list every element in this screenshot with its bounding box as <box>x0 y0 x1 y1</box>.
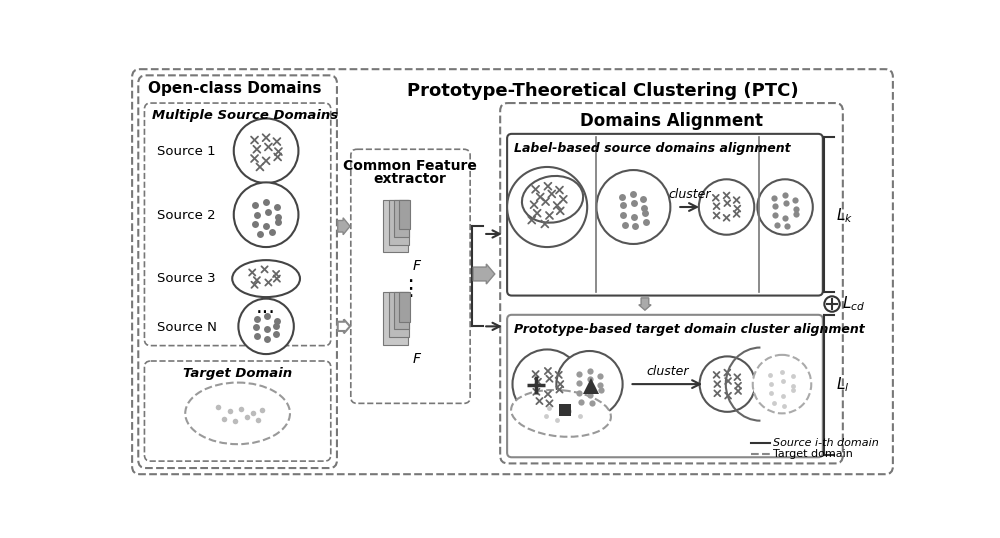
FancyArrow shape <box>338 218 350 235</box>
FancyBboxPatch shape <box>383 200 408 252</box>
Text: Open-class Domains: Open-class Domains <box>148 81 321 96</box>
Text: F: F <box>412 259 420 273</box>
Circle shape <box>234 118 298 183</box>
FancyArrow shape <box>338 320 350 333</box>
FancyBboxPatch shape <box>507 134 823 295</box>
Text: Domains Alignment: Domains Alignment <box>580 112 763 130</box>
Text: F: F <box>412 352 420 366</box>
Ellipse shape <box>185 383 290 444</box>
FancyBboxPatch shape <box>144 361 331 461</box>
Text: Multiple Source Domains: Multiple Source Domains <box>152 109 338 122</box>
FancyBboxPatch shape <box>138 75 337 468</box>
Circle shape <box>512 350 582 419</box>
FancyArrow shape <box>473 264 495 284</box>
FancyBboxPatch shape <box>389 200 409 245</box>
FancyBboxPatch shape <box>383 293 408 345</box>
Circle shape <box>234 182 298 247</box>
Text: $L_l$: $L_l$ <box>836 376 849 394</box>
Text: Label-based source domains alignment: Label-based source domains alignment <box>514 141 791 154</box>
FancyBboxPatch shape <box>500 103 843 463</box>
Circle shape <box>757 179 813 235</box>
Circle shape <box>753 355 811 413</box>
FancyBboxPatch shape <box>399 293 410 322</box>
Text: Prototype-Theoretical Clustering (PTC): Prototype-Theoretical Clustering (PTC) <box>407 81 798 100</box>
FancyBboxPatch shape <box>389 293 409 337</box>
FancyBboxPatch shape <box>351 149 470 404</box>
Text: cluster: cluster <box>668 188 711 201</box>
Circle shape <box>700 356 755 412</box>
Text: Source 2: Source 2 <box>157 209 215 222</box>
FancyBboxPatch shape <box>132 69 893 474</box>
Ellipse shape <box>522 176 583 223</box>
Text: Common Feature: Common Feature <box>343 159 477 173</box>
Circle shape <box>238 299 294 354</box>
Text: $L_{cd}$: $L_{cd}$ <box>842 295 865 313</box>
Text: Prototype-based target domain cluster alignment: Prototype-based target domain cluster al… <box>514 322 865 336</box>
Text: Target Domain: Target Domain <box>183 367 292 380</box>
Text: ···: ··· <box>256 303 276 323</box>
Text: Target domain: Target domain <box>773 449 853 459</box>
Circle shape <box>824 296 840 312</box>
FancyBboxPatch shape <box>394 200 409 237</box>
Text: ⋮: ⋮ <box>399 279 421 299</box>
Text: Source 1: Source 1 <box>157 145 215 158</box>
FancyArrow shape <box>639 298 651 310</box>
Circle shape <box>507 167 587 247</box>
Text: Source i-th domain: Source i-th domain <box>773 438 879 448</box>
Ellipse shape <box>232 260 300 297</box>
Text: cluster: cluster <box>646 365 689 378</box>
FancyBboxPatch shape <box>394 293 409 329</box>
Text: $L_k$: $L_k$ <box>836 206 853 225</box>
Text: extractor: extractor <box>374 172 447 186</box>
Circle shape <box>556 351 623 417</box>
FancyBboxPatch shape <box>399 200 410 229</box>
Text: Source N: Source N <box>157 321 217 334</box>
FancyBboxPatch shape <box>507 315 823 457</box>
Circle shape <box>699 179 754 235</box>
Circle shape <box>596 170 670 244</box>
Ellipse shape <box>511 390 611 437</box>
FancyBboxPatch shape <box>144 103 331 345</box>
Text: Source 3: Source 3 <box>157 272 215 285</box>
